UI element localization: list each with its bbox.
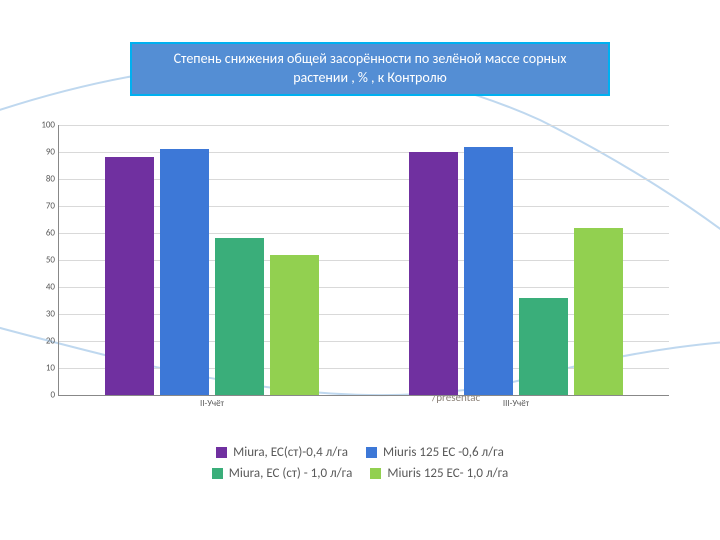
y-tick: 90 <box>46 147 59 158</box>
legend-swatch <box>212 468 223 479</box>
chart: 0102030405060708090100II-УчётIII-Учёт <box>30 125 690 425</box>
grid-line <box>59 152 669 153</box>
y-tick: 60 <box>46 228 59 239</box>
legend-item: Miuris 125 EC- 1,0 л/га <box>370 466 508 481</box>
legend-swatch <box>370 468 381 479</box>
legend-label: Miura, EC(ст)-0,4 л/га <box>233 445 348 460</box>
plot-area: 0102030405060708090100II-УчётIII-Учёт <box>58 125 669 396</box>
legend-item: Miuris 125 EC -0,6 л/га <box>366 445 504 460</box>
y-tick: 10 <box>46 363 59 374</box>
legend-swatch <box>366 447 377 458</box>
legend-item: Miura, EC(ст)-0,4 л/га <box>216 445 348 460</box>
header-line1: Степень снижения общей засорённости по з… <box>174 50 567 67</box>
bar <box>464 147 513 395</box>
y-tick: 100 <box>41 120 59 131</box>
header-box: Степень снижения общей засорённости по з… <box>130 42 610 96</box>
legend-swatch <box>216 447 227 458</box>
bar <box>160 149 209 395</box>
bar <box>105 157 154 395</box>
bar <box>574 228 623 395</box>
y-tick: 20 <box>46 336 59 347</box>
header-line2: растении , % , к Контролю <box>293 69 447 86</box>
legend-label: Miura, EC (ст) - 1,0 л/га <box>229 466 353 481</box>
y-tick: 30 <box>46 309 59 320</box>
legend-row: Miura, EC(ст)-0,4 л/га Miuris 125 EC -0,6… <box>216 445 504 460</box>
grid-line <box>59 125 669 126</box>
x-axis-label: III-Учёт <box>503 398 529 409</box>
y-tick: 40 <box>46 282 59 293</box>
legend-item: Miura, EC (ст) - 1,0 л/га <box>212 466 353 481</box>
y-tick: 0 <box>50 390 59 401</box>
bar <box>270 255 319 395</box>
bar <box>215 238 264 395</box>
x-axis-label: II-Учёт <box>200 398 224 409</box>
y-tick: 80 <box>46 174 59 185</box>
bar <box>519 298 568 395</box>
legend: Miura, EC(ст)-0,4 л/га Miuris 125 EC -0,6… <box>0 445 720 481</box>
legend-label: Miuris 125 EC -0,6 л/га <box>383 445 504 460</box>
y-tick: 70 <box>46 201 59 212</box>
bar <box>409 152 458 395</box>
legend-label: Miuris 125 EC- 1,0 л/га <box>387 466 508 481</box>
y-tick: 50 <box>46 255 59 266</box>
legend-row: Miura, EC (ст) - 1,0 л/га Miuris 125 EC- … <box>212 466 509 481</box>
